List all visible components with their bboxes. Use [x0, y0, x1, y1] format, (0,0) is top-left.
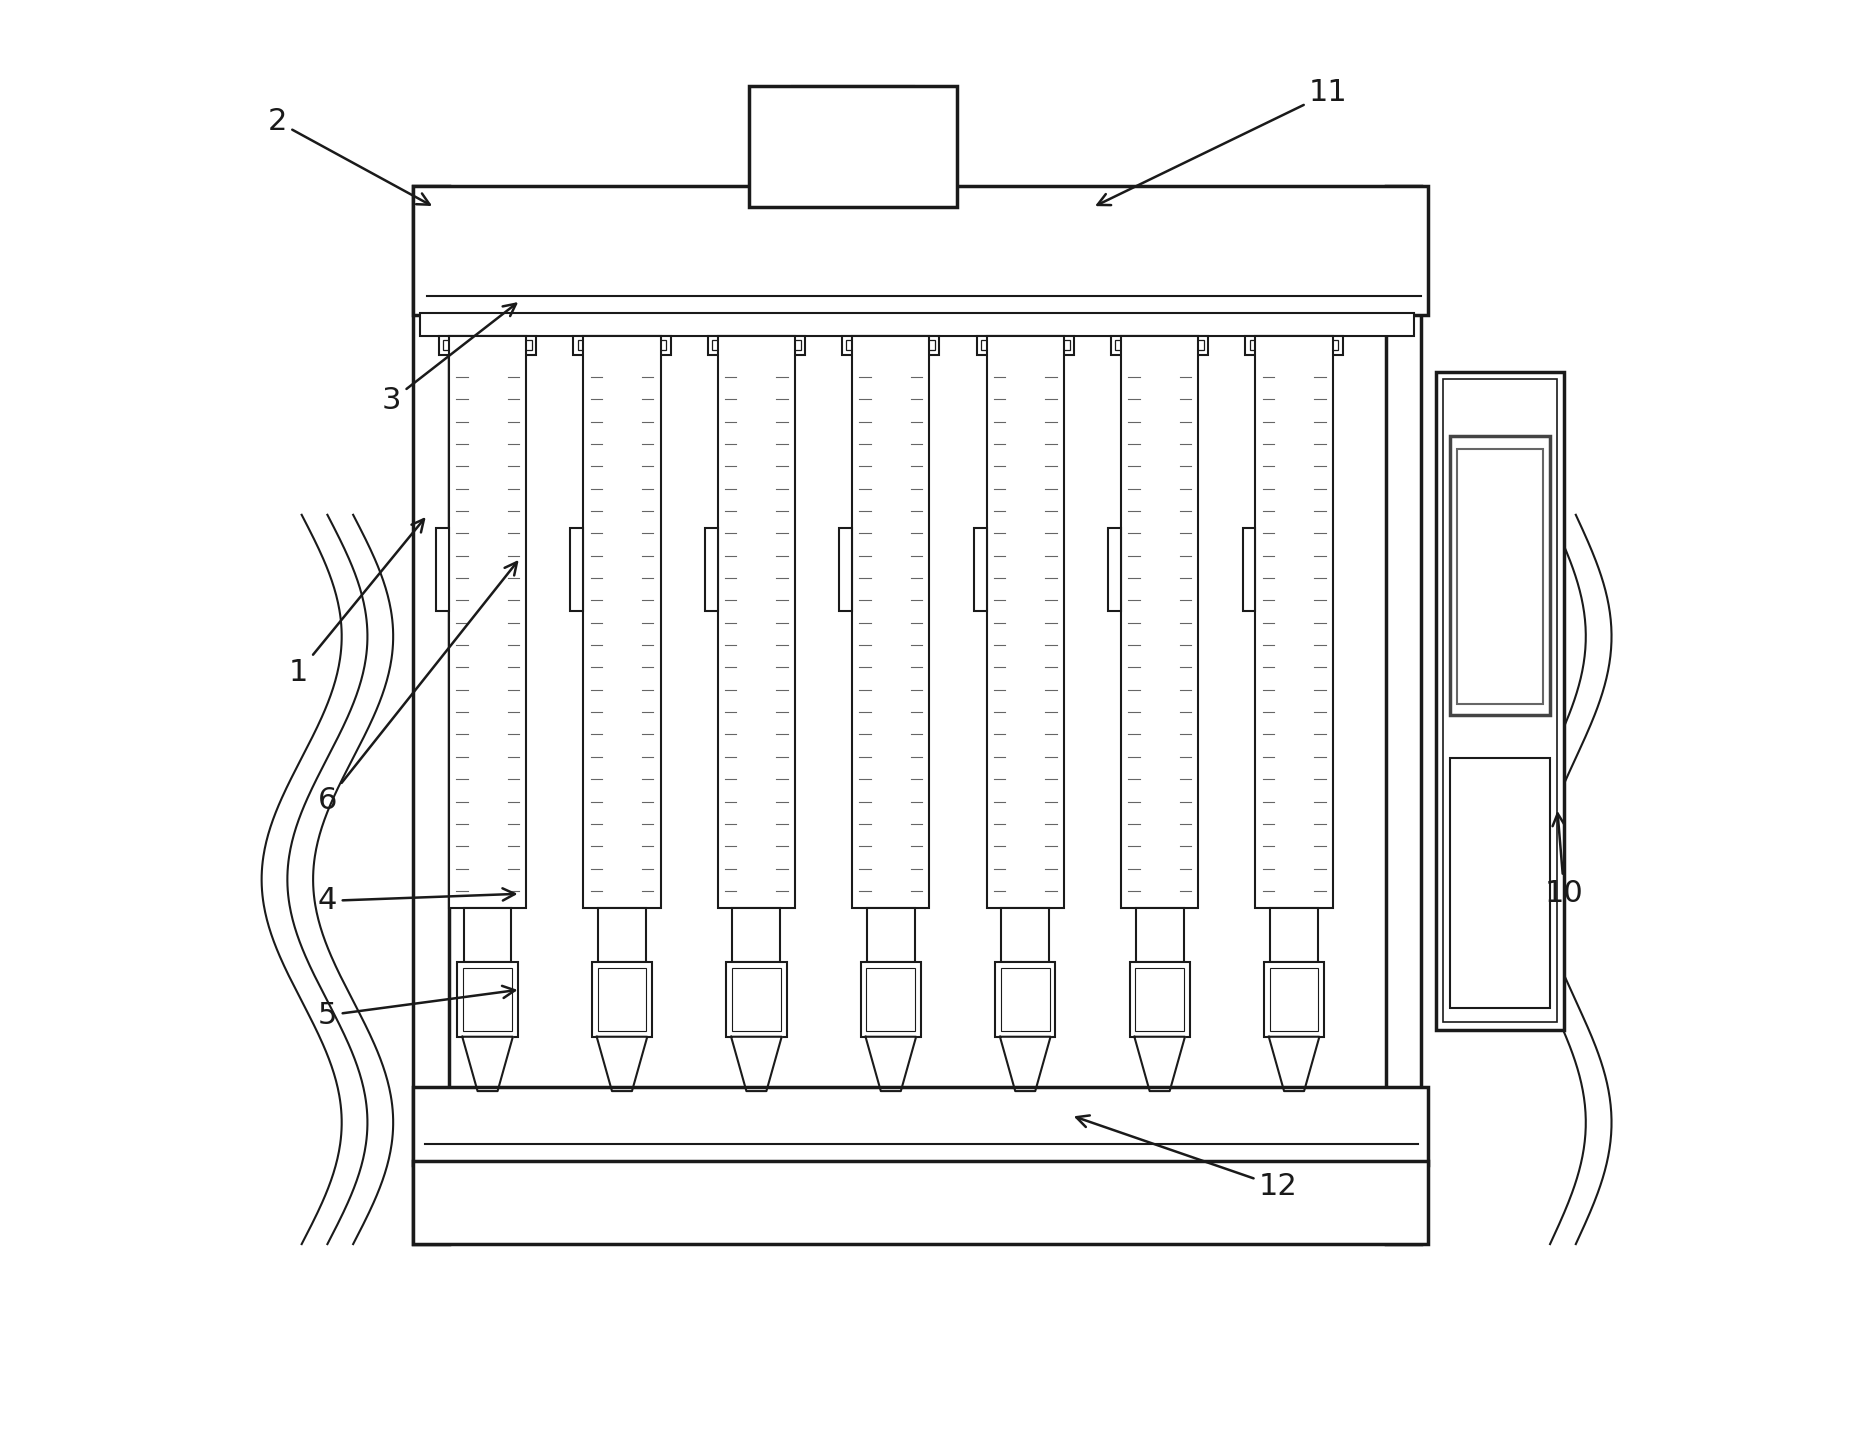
FancyBboxPatch shape	[1449, 758, 1549, 1008]
Text: 4: 4	[317, 887, 514, 915]
Text: 3: 3	[382, 303, 516, 415]
FancyBboxPatch shape	[414, 186, 1428, 315]
FancyBboxPatch shape	[1263, 962, 1323, 1037]
FancyBboxPatch shape	[577, 340, 666, 350]
FancyBboxPatch shape	[725, 962, 787, 1037]
FancyBboxPatch shape	[1441, 379, 1556, 1022]
Polygon shape	[595, 1037, 647, 1091]
FancyBboxPatch shape	[443, 340, 532, 350]
FancyBboxPatch shape	[1386, 186, 1421, 1244]
FancyBboxPatch shape	[838, 528, 851, 611]
Polygon shape	[462, 1037, 512, 1091]
FancyBboxPatch shape	[456, 962, 518, 1037]
FancyBboxPatch shape	[866, 908, 915, 962]
FancyBboxPatch shape	[1245, 336, 1341, 355]
FancyBboxPatch shape	[731, 968, 781, 1031]
Text: 10: 10	[1543, 814, 1582, 908]
FancyBboxPatch shape	[866, 968, 915, 1031]
FancyBboxPatch shape	[569, 528, 582, 611]
FancyBboxPatch shape	[1000, 908, 1048, 962]
FancyBboxPatch shape	[1436, 372, 1564, 1030]
FancyBboxPatch shape	[861, 962, 920, 1037]
FancyBboxPatch shape	[414, 186, 449, 1244]
FancyBboxPatch shape	[1135, 908, 1183, 962]
FancyBboxPatch shape	[464, 968, 512, 1031]
Text: 6: 6	[317, 562, 518, 815]
FancyBboxPatch shape	[705, 528, 718, 611]
Text: 11: 11	[1096, 79, 1347, 204]
Polygon shape	[1000, 1037, 1050, 1091]
FancyBboxPatch shape	[994, 962, 1055, 1037]
FancyBboxPatch shape	[749, 86, 955, 207]
FancyBboxPatch shape	[1111, 336, 1208, 355]
FancyBboxPatch shape	[1254, 336, 1332, 908]
Polygon shape	[731, 1037, 781, 1091]
FancyBboxPatch shape	[981, 340, 1068, 350]
FancyBboxPatch shape	[1000, 968, 1050, 1031]
Polygon shape	[864, 1037, 916, 1091]
FancyBboxPatch shape	[414, 1087, 1428, 1165]
FancyBboxPatch shape	[718, 336, 794, 908]
FancyBboxPatch shape	[707, 336, 805, 355]
Polygon shape	[1133, 1037, 1183, 1091]
FancyBboxPatch shape	[436, 528, 449, 611]
FancyBboxPatch shape	[1107, 528, 1120, 611]
FancyBboxPatch shape	[592, 962, 651, 1037]
Text: 5: 5	[317, 985, 514, 1030]
Text: 12: 12	[1076, 1115, 1297, 1201]
Polygon shape	[1269, 1037, 1319, 1091]
FancyBboxPatch shape	[582, 336, 660, 908]
Text: 2: 2	[267, 107, 430, 204]
FancyBboxPatch shape	[1449, 436, 1549, 715]
FancyBboxPatch shape	[597, 968, 646, 1031]
Text: 1: 1	[289, 519, 423, 686]
FancyBboxPatch shape	[449, 336, 525, 908]
FancyBboxPatch shape	[573, 336, 670, 355]
FancyBboxPatch shape	[464, 908, 512, 962]
FancyBboxPatch shape	[974, 528, 987, 611]
FancyBboxPatch shape	[1248, 340, 1337, 350]
FancyBboxPatch shape	[438, 336, 536, 355]
FancyBboxPatch shape	[597, 908, 646, 962]
FancyBboxPatch shape	[1130, 962, 1189, 1037]
FancyBboxPatch shape	[1456, 449, 1542, 704]
FancyBboxPatch shape	[414, 1161, 1428, 1244]
FancyBboxPatch shape	[1120, 336, 1198, 908]
FancyBboxPatch shape	[846, 340, 935, 350]
FancyBboxPatch shape	[1135, 968, 1183, 1031]
FancyBboxPatch shape	[1243, 528, 1254, 611]
FancyBboxPatch shape	[842, 336, 939, 355]
FancyBboxPatch shape	[987, 336, 1063, 908]
FancyBboxPatch shape	[712, 340, 800, 350]
FancyBboxPatch shape	[419, 313, 1414, 336]
FancyBboxPatch shape	[1269, 908, 1317, 962]
FancyBboxPatch shape	[1269, 968, 1317, 1031]
FancyBboxPatch shape	[733, 908, 779, 962]
FancyBboxPatch shape	[1115, 340, 1204, 350]
FancyBboxPatch shape	[851, 336, 929, 908]
FancyBboxPatch shape	[976, 336, 1074, 355]
